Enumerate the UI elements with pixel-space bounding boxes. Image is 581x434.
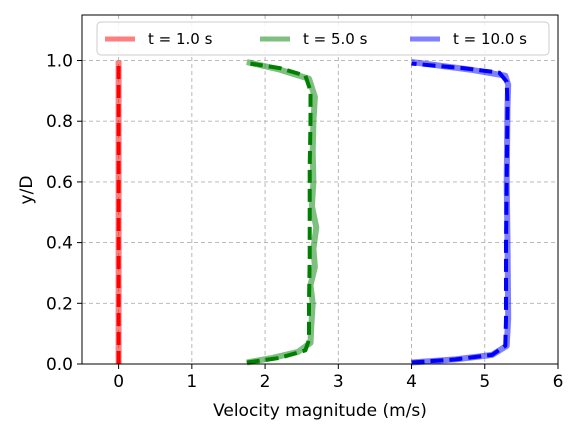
x-tick-label: 2 — [260, 372, 271, 392]
x-tick-label: 0 — [113, 372, 124, 392]
y-tick-label: 0.6 — [46, 173, 73, 193]
x-tick-label: 6 — [553, 372, 564, 392]
legend-label: t = 5.0 s — [303, 30, 368, 48]
y-tick-label: 0.4 — [46, 234, 73, 254]
x-tick-label: 4 — [406, 372, 417, 392]
x-tick-label: 5 — [479, 372, 490, 392]
y-tick-label: 1.0 — [46, 52, 73, 72]
series-dashed-line — [246, 61, 313, 365]
series-line — [246, 59, 320, 366]
grid — [82, 15, 559, 365]
y-tick-label: 0.8 — [46, 112, 73, 132]
x-axis-label: Velocity magnitude (m/s) — [213, 401, 427, 421]
y-axis-label: y/D — [17, 176, 37, 205]
legend: t = 1.0 s t = 5.0 s t = 10.0 s — [96, 21, 550, 56]
x-tick-label: 3 — [333, 372, 344, 392]
series-layer — [115, 59, 512, 366]
series-dashed-line — [411, 61, 510, 365]
axis-ticks: 0 1 2 3 4 5 6 0.0 0.2 0.4 0.6 0.8 1.0 — [46, 52, 563, 392]
legend-box — [96, 21, 550, 56]
series-line — [411, 59, 512, 366]
legend-label: t = 1.0 s — [148, 30, 213, 48]
legend-label: t = 10.0 s — [453, 30, 527, 48]
x-tick-label: 1 — [186, 372, 197, 392]
plot-frame — [81, 14, 559, 365]
y-tick-label: 0.2 — [46, 294, 73, 314]
y-tick-label: 0.0 — [46, 355, 73, 375]
